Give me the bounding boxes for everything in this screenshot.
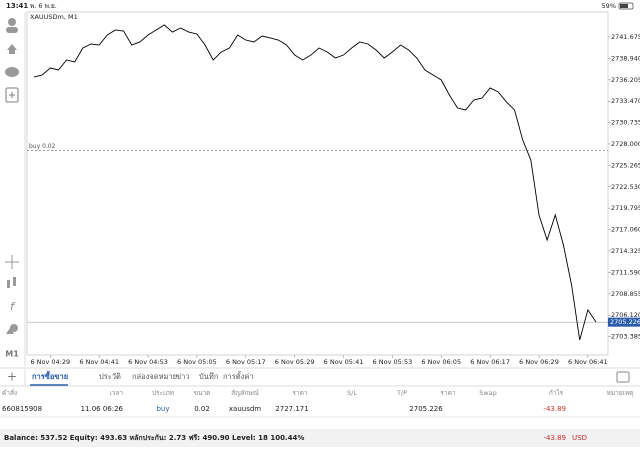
x-tick-label: 6 Nov 05:29 bbox=[275, 358, 315, 366]
y-tick-label: 2736.205 bbox=[611, 76, 640, 84]
table-cell: xauusdm bbox=[229, 405, 261, 413]
y-tick-label: 2730.735 bbox=[611, 119, 640, 127]
table-cell: 2727.171 bbox=[275, 405, 308, 413]
add-button[interactable]: + bbox=[7, 370, 17, 384]
y-tick-label: 2725.265 bbox=[611, 161, 640, 169]
price-line-series bbox=[33, 24, 597, 341]
status-date: พ. 6 พ.ย. bbox=[30, 2, 57, 10]
table-header: T/P bbox=[396, 389, 407, 397]
table-header: หมายเหตุ bbox=[607, 389, 634, 397]
account-icon[interactable] bbox=[8, 18, 16, 26]
status-time: 13:41 bbox=[6, 2, 28, 10]
y-tick-label: 2703.385 bbox=[611, 333, 640, 341]
y-tick-label: 2717.060 bbox=[611, 226, 640, 234]
y-tick-label: 2722.530 bbox=[611, 183, 640, 191]
indicator-icon[interactable]: f bbox=[10, 300, 16, 313]
candles-icon[interactable] bbox=[13, 277, 16, 286]
table-cell: -43.89 bbox=[543, 405, 566, 413]
table-cell: 2705.226 bbox=[409, 405, 443, 413]
table-header: Swap bbox=[479, 389, 497, 397]
y-tick-label: 2706.120 bbox=[611, 311, 640, 319]
x-tick-label: 6 Nov 04:53 bbox=[128, 358, 168, 366]
table-cell: 11.06 06:26 bbox=[81, 405, 124, 413]
tab[interactable]: การซื้อขาย bbox=[32, 370, 68, 381]
tab[interactable]: ข่าว bbox=[176, 372, 190, 381]
x-tick-label: 6 Nov 06:05 bbox=[421, 358, 461, 366]
y-tick-label: 2741.675 bbox=[611, 33, 640, 41]
y-tick-label: 2714.325 bbox=[611, 247, 640, 255]
table-header: ประเภท bbox=[152, 389, 174, 397]
price-box-label: 2705.226 bbox=[610, 318, 640, 326]
x-tick-label: 6 Nov 06:17 bbox=[470, 358, 510, 366]
x-tick-label: 6 Nov 06:29 bbox=[519, 358, 559, 366]
table-cell: buy bbox=[156, 405, 169, 413]
footer-currency: USD bbox=[572, 434, 587, 442]
x-tick-label: 6 Nov 05:41 bbox=[324, 358, 364, 366]
y-tick-label: 2738.940 bbox=[611, 54, 640, 62]
crosshair-icon[interactable] bbox=[5, 255, 19, 269]
table-header: สัญลักษณ์ bbox=[231, 389, 259, 397]
table-header: S/L bbox=[347, 389, 357, 397]
chart-title: XAUUSDm, M1 bbox=[30, 13, 78, 21]
y-tick-label: 2733.470 bbox=[611, 97, 640, 105]
y-tick-label: 2719.795 bbox=[611, 204, 640, 212]
table-header: กำไร bbox=[549, 389, 564, 397]
table-header: เวลา bbox=[109, 389, 123, 397]
table-cell[interactable]: 660815908 bbox=[2, 405, 42, 413]
account-icon[interactable] bbox=[6, 27, 18, 33]
table-header: ราคา bbox=[440, 389, 455, 397]
x-tick-label: 6 Nov 05:53 bbox=[373, 358, 413, 366]
expand-icon[interactable] bbox=[616, 371, 630, 383]
price-box bbox=[608, 317, 640, 327]
tab[interactable]: บันทึก bbox=[199, 372, 218, 381]
table-header: คำสั่ง bbox=[2, 388, 17, 397]
candles-icon[interactable] bbox=[7, 280, 10, 288]
table-header: ขนาด bbox=[194, 389, 211, 397]
x-tick-label: 6 Nov 06:41 bbox=[568, 358, 608, 366]
tab[interactable]: การตั้งค่า bbox=[223, 371, 254, 381]
timeframe[interactable]: M1 bbox=[5, 350, 19, 359]
footer-bar bbox=[0, 429, 640, 447]
add-icon-plus bbox=[9, 92, 15, 98]
x-tick-label: 6 Nov 04:29 bbox=[30, 358, 70, 366]
y-tick-label: 2708.855 bbox=[611, 290, 640, 298]
objects-icon[interactable] bbox=[10, 324, 18, 332]
y-tick-label: 2711.590 bbox=[611, 268, 640, 276]
footer-profit: -43.89 bbox=[543, 434, 566, 442]
y-tick-label: 2728.000 bbox=[611, 140, 640, 148]
objects-icon[interactable] bbox=[6, 328, 14, 334]
x-tick-label: 6 Nov 05:17 bbox=[226, 358, 266, 366]
add-icon[interactable] bbox=[5, 87, 19, 103]
left-toolbar: f bbox=[5, 18, 19, 334]
battery: 59% bbox=[602, 2, 616, 10]
x-tick-label: 6 Nov 04:41 bbox=[79, 358, 119, 366]
table-header: ราคา bbox=[292, 389, 307, 397]
chat-icon[interactable] bbox=[5, 67, 19, 77]
battery-icon bbox=[618, 2, 634, 10]
table-cell: 0.02 bbox=[194, 405, 210, 413]
trade-icon[interactable] bbox=[7, 44, 17, 54]
tab[interactable]: ประวัติ bbox=[99, 372, 121, 381]
x-tick-label: 6 Nov 05:05 bbox=[177, 358, 217, 366]
tab[interactable]: กล่องจดหมาย bbox=[132, 372, 177, 381]
buy-line-label: buy 0.02 bbox=[29, 143, 56, 150]
plot-frame bbox=[26, 11, 609, 356]
balance-summary: Balance: 537.52 Equity: 493.63 หลักประกั… bbox=[4, 434, 304, 442]
battery-level bbox=[620, 4, 628, 8]
